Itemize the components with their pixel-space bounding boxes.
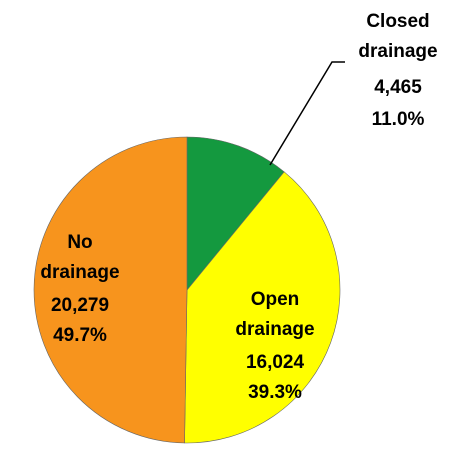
pie-slice [184, 171, 341, 444]
leader-line [269, 61, 345, 166]
slice-label-line: drainage [358, 41, 437, 62]
slice-label-line: drainage [235, 319, 314, 340]
percent-label: 39.3% [248, 382, 302, 403]
value-label: 4,465 [374, 77, 422, 98]
percent-label: 11.0% [372, 109, 425, 130]
percent-label: 49.7% [53, 325, 107, 346]
pie-slice [186, 136, 285, 291]
slice-label-line: drainage [40, 262, 119, 283]
slice-label: Closed drainage [358, 11, 437, 62]
value-label: 20,279 [51, 295, 109, 316]
value-label: 16,024 [246, 352, 305, 373]
pie-slice [33, 136, 188, 444]
